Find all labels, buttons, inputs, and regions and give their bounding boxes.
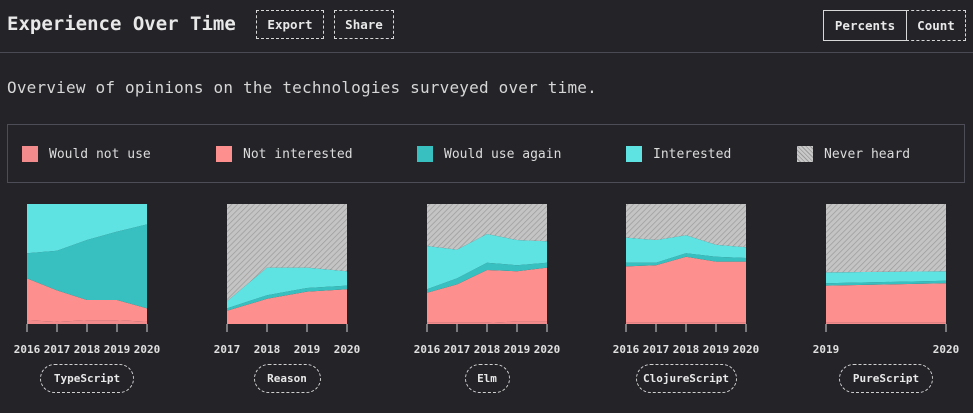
x-tick-label: 2019 — [703, 343, 730, 356]
legend-swatch — [216, 146, 232, 162]
area-interested — [27, 204, 147, 254]
area-would-use-again — [626, 253, 746, 267]
x-tick-label: 2016 — [414, 343, 441, 356]
legend-item-never-heard[interactable]: Never heard — [797, 146, 910, 162]
area-not-interested — [826, 283, 946, 323]
legend-swatch — [797, 146, 813, 162]
x-tick-label: 2018 — [74, 343, 101, 356]
legend-item-not-interested[interactable]: Not interested — [216, 146, 353, 162]
x-tick-label: 2016 — [14, 343, 41, 356]
legend-label: Would not use — [49, 146, 151, 162]
mode-count-button[interactable]: Count — [906, 10, 966, 41]
x-tick-label: 2019 — [813, 343, 840, 356]
x-tick-label: 2020 — [134, 343, 161, 356]
legend-label: Never heard — [824, 146, 911, 162]
x-tick-label: 2019 — [294, 343, 321, 356]
area-never-heard — [826, 204, 946, 273]
legend-label: Not interested — [243, 146, 353, 162]
area-not-interested — [427, 267, 547, 323]
header-bar: Experience Over Time Export Share Percen… — [0, 0, 973, 53]
x-tick-label: 2017 — [214, 343, 241, 356]
x-tick-label: 2020 — [933, 343, 960, 356]
chart-name-button[interactable]: ClojureScript — [635, 364, 737, 393]
legend-swatch — [417, 146, 433, 162]
x-tick-label: 2020 — [733, 343, 760, 356]
x-tick-label: 2018 — [254, 343, 281, 356]
area-interested — [826, 271, 946, 284]
area-would-use-again — [27, 224, 147, 309]
area-not-interested — [626, 256, 746, 323]
area-interested — [626, 235, 746, 263]
area-not-interested — [227, 289, 347, 324]
area-would-not-use — [626, 322, 746, 324]
area-never-heard — [427, 204, 547, 250]
x-tick-label: 2017 — [643, 343, 670, 356]
area-would-not-use — [826, 322, 946, 324]
area-interested — [227, 267, 347, 309]
area-would-use-again — [227, 285, 347, 311]
chart-typescript: 2016 2017 2018 2019 2020 — [14, 204, 161, 356]
x-tick-label: 2020 — [534, 343, 561, 356]
chart-name-button[interactable]: Elm — [464, 364, 510, 393]
area-never-heard — [227, 204, 347, 302]
chart-reason: 2017 2018 2019 2020 — [214, 204, 361, 356]
page-title: Experience Over Time — [7, 13, 236, 35]
page-subtitle: Overview of opinions on the technologies… — [7, 78, 597, 97]
export-button[interactable]: Export — [256, 10, 324, 39]
x-tick-label: 2019 — [104, 343, 131, 356]
legend-swatch — [22, 146, 38, 162]
area-never-heard — [626, 204, 746, 248]
legend-swatch — [626, 146, 642, 162]
legend-item-would-use-again[interactable]: Would use again — [417, 146, 561, 162]
x-tick-label: 2020 — [334, 343, 361, 356]
chart-purescript: 2019 2020 — [813, 204, 960, 356]
area-would-use-again — [427, 262, 547, 293]
legend-item-would-not-use[interactable]: Would not use — [22, 146, 151, 162]
x-tick-label: 2018 — [474, 343, 501, 356]
chart-elm: 2016 2017 2018 2019 2020 — [414, 204, 561, 356]
area-interested — [427, 234, 547, 290]
x-tick-label: 2016 — [613, 343, 640, 356]
chart-name-button[interactable]: PureScript — [839, 364, 933, 393]
x-tick-label: 2019 — [504, 343, 531, 356]
chart-clojurescript: 2016 2017 2018 2019 2020 — [613, 204, 760, 356]
legend-item-interested[interactable]: Interested — [626, 146, 731, 162]
area-would-not-use — [27, 320, 147, 324]
share-button[interactable]: Share — [334, 10, 394, 39]
chart-name-button[interactable]: TypeScript — [40, 364, 134, 393]
legend-label: Interested — [653, 146, 732, 162]
x-tick-label: 2017 — [444, 343, 471, 356]
legend: Would not use Not interested Would use a… — [7, 124, 965, 183]
chart-name-button[interactable]: Reason — [253, 364, 321, 393]
x-tick-label: 2017 — [44, 343, 71, 356]
area-would-use-again — [826, 280, 946, 286]
legend-label: Would use again — [444, 146, 562, 162]
x-tick-label: 2018 — [673, 343, 700, 356]
